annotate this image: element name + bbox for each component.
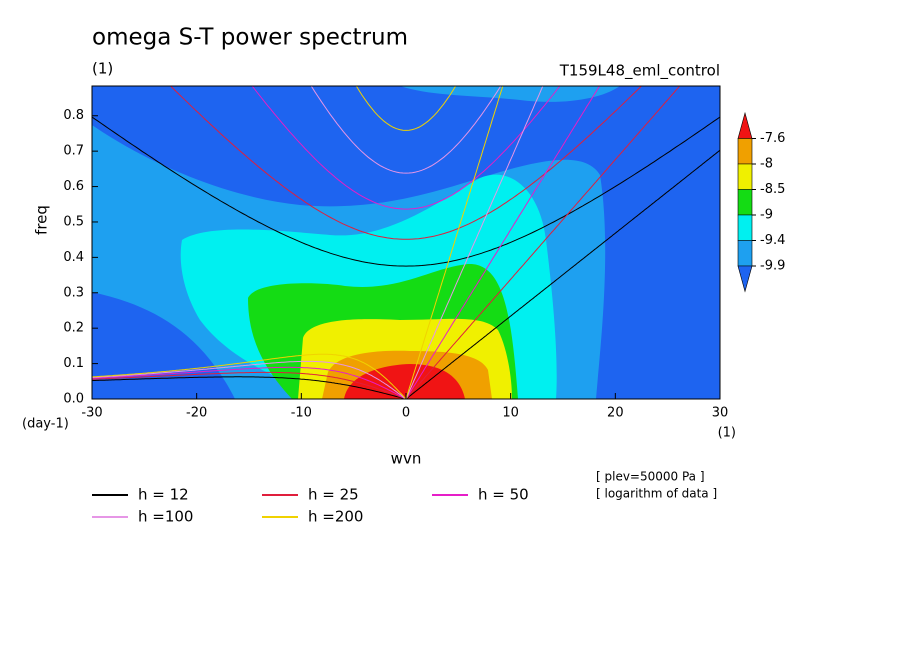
colorbar-swatch — [737, 265, 753, 293]
colorbar-swatch — [737, 189, 753, 216]
legend-label: h = 50 — [478, 486, 529, 504]
dispersion-curve — [405, 149, 720, 399]
chart-subtitle: (1) — [92, 60, 113, 78]
dispersion-curve — [251, 86, 561, 210]
dispersion-curve — [92, 376, 407, 399]
dispersion-curve — [169, 86, 643, 240]
dispersion-curve — [92, 360, 407, 399]
y-tick-label: 0.1 — [63, 356, 84, 371]
y-tick-label: 0.6 — [63, 179, 84, 194]
dispersion-curve — [92, 116, 720, 267]
colorbar-label: -8.5 — [760, 182, 785, 197]
contour-fill — [344, 364, 465, 399]
x-tick-label: 0 — [402, 406, 410, 421]
run-label: T159L48_eml_control — [559, 62, 720, 81]
dispersion-curve — [92, 353, 407, 399]
colorbar-swatch — [737, 163, 753, 190]
y-tick-label: 0.0 — [63, 392, 84, 407]
x-tick-label: 20 — [607, 406, 624, 421]
x-tick-label: -20 — [186, 406, 207, 421]
dispersion-curve — [405, 86, 601, 399]
colorbar-swatch — [737, 111, 753, 139]
dispersion-curve — [405, 86, 544, 399]
dispersion-curve — [405, 86, 681, 399]
y-axis-label: freq — [33, 205, 51, 235]
plot-area — [92, 86, 720, 399]
legend-label: h = 25 — [308, 486, 359, 504]
chart-title: omega S-T power spectrum — [92, 25, 408, 51]
dispersion-curve — [92, 371, 407, 399]
y-tick-label: 0.3 — [63, 285, 84, 300]
dispersion-curve — [405, 86, 504, 399]
colorbar-label: -8 — [760, 157, 773, 172]
dispersion-curve — [355, 86, 457, 131]
x-tick-label: -10 — [291, 406, 312, 421]
colorbar-swatch — [737, 138, 753, 165]
x-tick-label: 10 — [502, 406, 519, 421]
colorbar-swatch — [737, 214, 753, 241]
y-tick-label: 0.8 — [63, 108, 84, 123]
legend-label: h =200 — [308, 508, 363, 526]
colorbar-swatch — [737, 240, 753, 267]
colorbar-label: -7.6 — [760, 131, 785, 146]
legend-label: h =100 — [138, 508, 193, 526]
colorbar-label: -9.4 — [760, 233, 785, 248]
x-tick-label: -30 — [81, 406, 102, 421]
legend-label: h = 12 — [138, 486, 189, 504]
y-tick-label: 0.2 — [63, 321, 84, 336]
note: [ plev=50000 Pa ] — [596, 470, 705, 484]
dispersion-curve — [310, 86, 502, 174]
dispersion-curve — [92, 366, 407, 399]
note: [ logarithm of data ] — [596, 487, 717, 501]
x-axis-unit: (1) — [718, 426, 736, 441]
y-tick-label: 0.4 — [63, 250, 84, 265]
x-axis-label: wvn — [391, 450, 422, 468]
colorbar-label: -9 — [760, 208, 773, 223]
x-tick-label: 30 — [712, 406, 729, 421]
colorbar-label: -9.9 — [760, 259, 785, 274]
y-axis-unit: (day-1) — [22, 417, 69, 432]
y-tick-label: 0.7 — [63, 144, 84, 159]
y-tick-label: 0.5 — [63, 214, 84, 229]
